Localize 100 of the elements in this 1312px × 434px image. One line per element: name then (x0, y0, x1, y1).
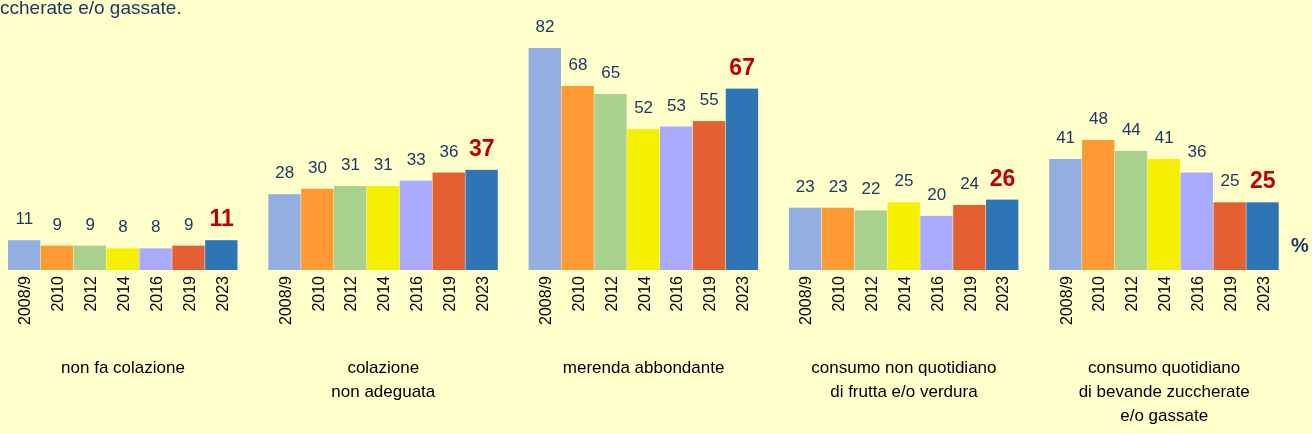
x-tick-label: 2019 (441, 275, 459, 312)
x-tick-label: 2016 (928, 275, 946, 312)
data-label: 9 (52, 214, 63, 234)
bar (1180, 172, 1213, 270)
data-label: 82 (535, 17, 555, 36)
x-tick-label: 2012 (82, 275, 100, 312)
bar (1082, 140, 1115, 270)
x-tick-label: 2008/9 (797, 275, 815, 325)
data-label: 53 (667, 95, 686, 115)
x-tick-label: 2019 (961, 275, 979, 312)
bar (627, 129, 660, 270)
x-tick-label: 2016 (147, 275, 165, 312)
data-label: 41 (1056, 128, 1076, 147)
x-tick-label: 2012 (342, 275, 360, 312)
data-label: 25 (894, 171, 914, 191)
bar (660, 126, 693, 270)
bar (692, 121, 726, 270)
bar (986, 199, 1019, 270)
x-tick-label: 2019 (180, 275, 198, 312)
bar (854, 210, 887, 270)
data-label: 22 (861, 179, 881, 199)
data-label: 11 (209, 205, 234, 232)
bar (432, 172, 465, 270)
data-label: 11 (15, 209, 34, 229)
data-label: 25 (1249, 167, 1276, 194)
x-axis-title: merenda abbondante (562, 358, 725, 377)
bar (301, 188, 334, 270)
x-tick-label: 2023 (734, 275, 752, 312)
x-tick-label: 2010 (49, 275, 67, 312)
bar (1246, 202, 1279, 270)
data-label: 33 (406, 149, 426, 169)
bar (788, 207, 822, 270)
x-tick-label: 2010 (1090, 275, 1108, 312)
bar (334, 186, 367, 270)
data-label: 26 (989, 164, 1016, 191)
bar (821, 207, 855, 270)
data-label: 24 (960, 174, 980, 194)
x-tick-label: 2012 (863, 275, 881, 312)
data-label: 31 (373, 155, 393, 175)
x-tick-label: 2023 (473, 275, 491, 312)
x-axis-title: non fa colazione (61, 358, 185, 377)
data-label: 8 (151, 217, 161, 237)
data-label: 23 (795, 176, 815, 196)
x-tick-label: 2014 (1156, 275, 1174, 312)
bar (465, 169, 498, 270)
x-tick-label: 2008/9 (1057, 275, 1075, 325)
x-tick-label: 2008/9 (16, 275, 34, 325)
data-label: 28 (275, 163, 295, 183)
x-tick-label: 2023 (213, 275, 231, 312)
bar (1114, 150, 1148, 270)
data-label: 8 (118, 217, 128, 237)
data-label: 55 (699, 90, 719, 110)
data-label: 36 (439, 141, 459, 161)
bar (725, 88, 759, 270)
data-label: 9 (183, 214, 194, 234)
x-tick-label: 2019 (1221, 275, 1239, 312)
x-tick-label: 2008/9 (276, 275, 294, 325)
data-label: 52 (634, 98, 654, 118)
data-label: 20 (927, 184, 947, 204)
x-tick-label: 2016 (668, 275, 686, 312)
bar (953, 205, 986, 270)
x-tick-label: 2012 (602, 275, 620, 312)
x-tick-label: 2023 (1254, 275, 1272, 312)
data-label: 9 (85, 214, 95, 234)
x-axis-title: consumo quotidiano di bevande zuccherate e/o gassate (1078, 358, 1250, 425)
x-tick-label: 2014 (115, 275, 132, 312)
x-tick-label: 2014 (635, 275, 653, 312)
text: ccherate e/o gassate. (0, 0, 182, 18)
bar (1049, 159, 1082, 270)
data-label: 68 (568, 54, 588, 74)
bar (887, 202, 920, 270)
data-label: 30 (308, 157, 328, 177)
x-tick-label: 2023 (994, 275, 1012, 312)
data-label: 65 (601, 63, 621, 83)
bar (561, 85, 594, 270)
x-tick-label: 2014 (895, 275, 913, 312)
bar (920, 215, 953, 270)
bar (268, 194, 301, 270)
x-tick-label: 2016 (408, 275, 426, 312)
data-label: 41 (1154, 128, 1174, 147)
data-label: 31 (340, 155, 360, 175)
data-label: 25 (1220, 171, 1240, 191)
x-axis-title: colazione non adeguata (331, 358, 436, 401)
data-label: 36 (1187, 141, 1207, 161)
data-label: 44 (1121, 119, 1141, 139)
x-tick-label: 2014 (375, 275, 393, 312)
data-label: 23 (828, 176, 848, 196)
bar (366, 186, 400, 270)
bar (594, 94, 627, 270)
x-tick-label: 2010 (569, 275, 587, 312)
bar (399, 180, 433, 270)
x-tick-label: 2012 (1123, 275, 1141, 312)
x-tick-label: 2010 (309, 275, 327, 312)
bar (528, 48, 561, 270)
data-label: 37 (469, 134, 495, 161)
x-tick-label: 2008/9 (537, 275, 555, 325)
x-tick-label: 2010 (830, 275, 848, 312)
text: % (1291, 234, 1310, 256)
x-axis-title: consumo non quotidiano di frutta e/o verdura (811, 358, 997, 401)
bar (1147, 159, 1181, 270)
